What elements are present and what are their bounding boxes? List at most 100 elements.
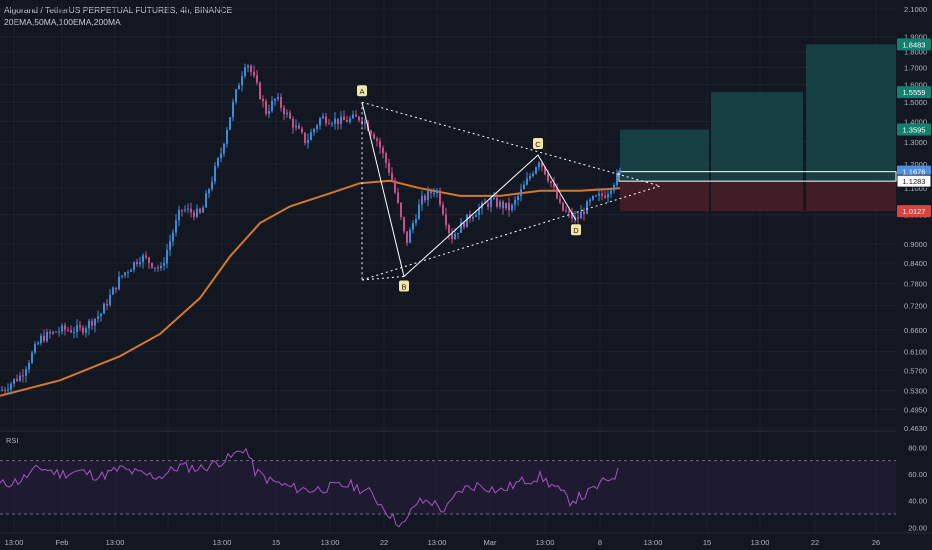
candle-body <box>394 180 396 193</box>
rsi-line <box>0 447 619 528</box>
candle-body <box>10 383 12 390</box>
candle-body <box>181 209 183 211</box>
candle-body <box>598 193 600 196</box>
candle-body <box>259 82 261 99</box>
candle-body <box>340 116 342 125</box>
candle-body <box>40 335 42 344</box>
price-tick-label: 1.3000 <box>904 138 927 147</box>
candle-body <box>235 89 237 102</box>
candle-body <box>196 208 198 218</box>
price-tick-label: 0.7200 <box>904 302 927 311</box>
candle-body <box>388 162 390 173</box>
candle-body <box>154 267 156 269</box>
candle-body <box>271 100 273 111</box>
candle-body <box>313 128 315 133</box>
candle-body <box>238 85 240 90</box>
candle-body <box>163 263 165 266</box>
candle-body <box>70 330 72 333</box>
point-b-badge <box>399 280 409 292</box>
time-axis[interactable]: 13:00 Feb 13:00 13:00 15 13:00 22 13:00 Mar 13:00… <box>0 532 932 547</box>
candle-body <box>541 162 543 167</box>
point-c-label: C <box>535 140 541 149</box>
candle-body <box>457 232 459 234</box>
candle-body <box>334 118 336 124</box>
candle-body <box>496 197 498 207</box>
candle-body <box>226 129 228 144</box>
candle-body <box>445 214 447 226</box>
price-tick-label: 0.5700 <box>904 366 927 375</box>
candle-body <box>268 110 270 114</box>
candle-body <box>436 190 438 194</box>
candle-body <box>175 220 177 233</box>
candle-body <box>319 118 321 126</box>
candle-body <box>466 214 468 228</box>
candle-body <box>403 217 405 232</box>
candle-body <box>97 316 99 319</box>
price-tag-label: 1.3595 <box>903 125 926 134</box>
candle-body <box>310 132 312 141</box>
candle-body <box>76 325 78 332</box>
price-tick-label: 1.6000 <box>904 80 927 89</box>
price-axis[interactable]: 2.1000 1.9000 1.8000 1.7000 1.6000 1.5000 1.40… <box>904 5 927 532</box>
candle-body <box>544 166 546 175</box>
candle-body <box>448 225 450 234</box>
candle-body <box>478 208 480 216</box>
price-tick-label: 0.4950 <box>904 405 927 414</box>
candle-body <box>37 343 39 345</box>
candle-body <box>133 262 135 270</box>
point-c-badge <box>533 137 543 149</box>
time-tick-label: 13:00 <box>536 538 555 547</box>
candle-body <box>19 375 21 381</box>
candle-body <box>502 201 504 209</box>
time-tick-label: 13:00 <box>428 538 447 547</box>
candle-body <box>604 195 606 198</box>
candle-body <box>25 369 27 376</box>
ema-line-path <box>0 179 621 397</box>
candle-body <box>439 190 441 205</box>
stop-zone-1 <box>620 181 709 212</box>
candle-body <box>157 267 159 269</box>
entry-box <box>618 171 897 182</box>
candle-body <box>52 331 54 334</box>
candle-body <box>370 130 372 135</box>
candle-body <box>199 208 201 213</box>
candle-body <box>256 75 258 83</box>
point-a-label: A <box>359 87 364 96</box>
candle-body <box>532 173 534 176</box>
candle-body <box>619 169 621 173</box>
candle-body <box>136 262 138 265</box>
price-tick-label: 0.6100 <box>904 348 927 357</box>
candle-body <box>193 212 195 218</box>
candle-body <box>472 216 474 219</box>
candle-body <box>601 193 603 196</box>
price-tick-label: 0.9000 <box>904 240 927 249</box>
candle-body <box>511 204 513 211</box>
rsi-band <box>0 460 896 514</box>
candle-body <box>421 195 423 205</box>
candle-body <box>607 193 609 198</box>
candle-body <box>616 172 618 185</box>
candle-body <box>373 134 375 139</box>
price-tag-label: 1.1283 <box>903 177 926 186</box>
candle-body <box>214 165 216 182</box>
candle-body <box>91 320 93 326</box>
candle-body <box>589 199 591 202</box>
candle-body <box>28 362 30 370</box>
price-tick-label: 0.5300 <box>904 387 927 396</box>
ema-line <box>0 179 621 397</box>
candle-body <box>166 250 168 264</box>
candle-body <box>415 219 417 224</box>
rsi-tick-label: 80.00 <box>908 443 927 452</box>
candle-body <box>562 202 564 211</box>
candle-body <box>520 189 522 197</box>
candle-body <box>613 184 615 191</box>
candle-body <box>121 275 123 277</box>
target-zone-2 <box>711 92 803 182</box>
candle-body <box>526 178 528 185</box>
candle-body <box>307 140 309 143</box>
candle-body <box>184 209 186 211</box>
candle-body <box>34 344 36 353</box>
candle-body <box>565 210 567 212</box>
candle-body <box>229 117 231 130</box>
